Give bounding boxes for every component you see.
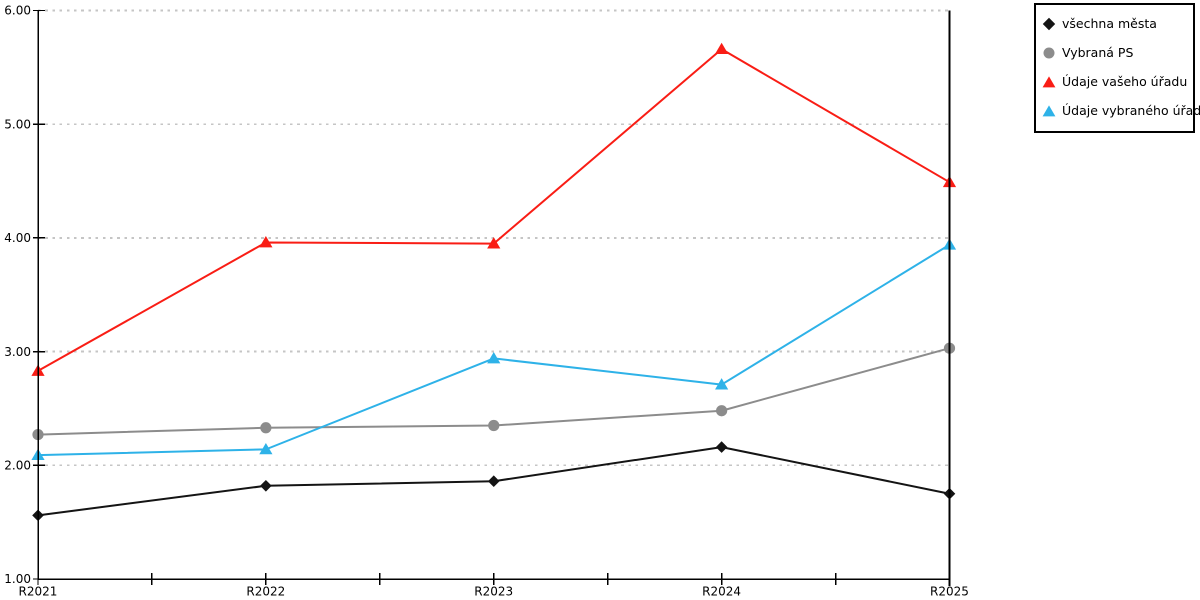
series-marker-2 xyxy=(715,42,729,55)
legend-marker-icon xyxy=(1042,75,1056,87)
legend-label: Vybraná PS xyxy=(1062,45,1134,60)
series-line-2 xyxy=(37,48,951,372)
legend-marker-icon xyxy=(1042,104,1056,116)
legend-item-2[interactable]: Údaje vašeho úřadu xyxy=(1042,67,1193,96)
series-marker-0 xyxy=(260,479,272,492)
series-marker-3 xyxy=(259,442,273,455)
series-marker-1 xyxy=(260,422,272,434)
legend-label: Údaje vašeho úřadu xyxy=(1062,74,1188,89)
y-axis-label: 6.00 xyxy=(4,4,31,18)
legend-item-1[interactable]: Vybraná PS xyxy=(1042,38,1193,67)
legend-label: všechna města xyxy=(1062,16,1157,31)
series-marker-0 xyxy=(487,475,500,488)
y-axis-label: 4.00 xyxy=(4,231,31,245)
series-marker-2 xyxy=(259,236,273,248)
legend-marker-icon xyxy=(1043,47,1055,58)
y-axis-label: 5.00 xyxy=(4,117,31,131)
series-marker-1 xyxy=(716,405,728,417)
series-marker-0 xyxy=(715,441,728,453)
x-axis-label: R2021 xyxy=(19,585,58,599)
legend: všechna města Vybraná PS Údaje vašeho úřad… xyxy=(1034,3,1200,133)
legend-item-0[interactable]: všechna města xyxy=(1042,9,1193,38)
legend-label: Údaje vybraného úřadu xyxy=(1062,103,1200,118)
series-marker-3 xyxy=(715,378,729,390)
x-axis-label: R2024 xyxy=(702,585,741,599)
series-marker-3 xyxy=(487,352,501,364)
legend-item-3[interactable]: Údaje vybraného úřadu xyxy=(1042,96,1200,125)
x-axis-label: R2023 xyxy=(474,585,513,599)
series-marker-1 xyxy=(488,419,500,432)
x-axis-label: R2025 xyxy=(930,585,969,599)
y-axis-label: 2.00 xyxy=(4,459,31,473)
series-marker-2 xyxy=(487,237,501,249)
y-axis-label: 3.00 xyxy=(4,345,31,359)
y-axis-label: 1.00 xyxy=(4,572,31,586)
legend-marker-icon xyxy=(1042,17,1056,30)
x-axis-label: R2022 xyxy=(246,585,285,599)
